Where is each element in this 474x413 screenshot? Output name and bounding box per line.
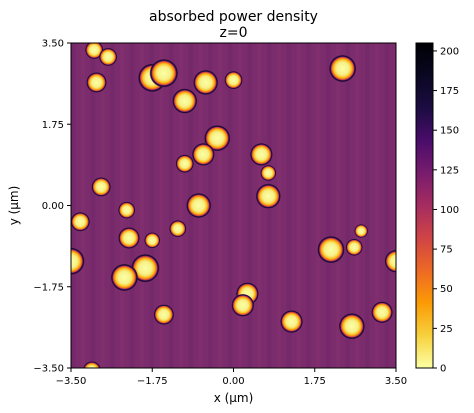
colorbar-ticks: 0 25 50 75 100 125 150 175 200 xyxy=(433,46,459,375)
stripe xyxy=(345,43,350,368)
particle xyxy=(354,224,369,239)
stripe xyxy=(296,43,301,368)
heatmap-plot-area xyxy=(71,43,396,368)
colorbar xyxy=(415,42,434,369)
colorbar-tick-label: 0 xyxy=(440,364,446,375)
x-tick-label: 0.00 xyxy=(222,376,244,387)
y-tick-label: 3.50 xyxy=(42,39,64,50)
colorbar-tick-label: 50 xyxy=(440,284,453,295)
particle xyxy=(153,304,175,326)
stripe xyxy=(100,43,105,368)
y-tick-label: 0.00 xyxy=(42,201,64,212)
stripe xyxy=(159,43,164,368)
particle xyxy=(185,192,212,219)
chart-title-line1: absorbed power density xyxy=(149,9,318,25)
particle xyxy=(338,312,366,340)
stripe xyxy=(335,43,341,368)
stripe xyxy=(178,43,184,368)
particle xyxy=(71,211,91,232)
particle xyxy=(384,249,396,273)
particle xyxy=(149,58,179,88)
stripe xyxy=(276,43,282,368)
stripe xyxy=(90,43,96,368)
particle xyxy=(169,220,187,238)
stripe xyxy=(80,43,86,368)
stripe xyxy=(286,43,292,368)
stripe xyxy=(384,43,390,368)
x-tick-label: −1.75 xyxy=(137,376,168,387)
stripe xyxy=(227,43,233,368)
stripe xyxy=(71,43,76,368)
stripe xyxy=(110,43,115,368)
colorbar-tick-label: 75 xyxy=(440,245,453,256)
particle xyxy=(86,72,107,93)
y-tick-label: −3.50 xyxy=(33,364,64,375)
y-axis-ticks: 3.50 1.75 0.00 −1.75 −3.50 xyxy=(33,39,71,375)
stripe xyxy=(355,43,360,368)
particle xyxy=(317,235,345,264)
stripe xyxy=(374,43,380,368)
particle xyxy=(84,43,104,60)
stripe xyxy=(394,43,396,368)
particle xyxy=(71,247,85,276)
stripe xyxy=(169,43,174,368)
particle xyxy=(118,201,136,219)
particle xyxy=(175,154,195,173)
colorbar-tick-label: 125 xyxy=(440,165,459,176)
particle xyxy=(224,70,243,90)
y-axis-label: y (µm) xyxy=(7,186,21,226)
stripe xyxy=(139,43,145,368)
stripe xyxy=(306,43,311,368)
x-axis-label: x (µm) xyxy=(214,391,254,405)
particle xyxy=(249,142,273,167)
particle xyxy=(110,263,139,292)
particle xyxy=(260,164,277,182)
particle xyxy=(345,238,363,256)
particle xyxy=(82,361,101,368)
stripe xyxy=(247,43,252,368)
stripe xyxy=(316,43,321,368)
particle xyxy=(231,293,255,317)
stripe xyxy=(218,43,223,368)
colorbar-tick-label: 200 xyxy=(440,46,459,57)
x-tick-label: −3.50 xyxy=(56,376,87,387)
y-tick-label: 1.75 xyxy=(42,120,64,131)
x-tick-label: 1.75 xyxy=(304,376,326,387)
particle xyxy=(279,309,304,334)
particle xyxy=(118,226,141,250)
particle xyxy=(191,142,215,167)
x-tick-label: 3.50 xyxy=(385,376,407,387)
stripe xyxy=(325,43,331,368)
particle xyxy=(255,183,282,209)
x-axis-ticks: −3.50 −1.75 0.00 1.75 3.50 xyxy=(56,368,407,387)
stripe xyxy=(257,43,262,368)
chart-title-line2: z=0 xyxy=(220,25,248,41)
particles xyxy=(71,43,396,368)
stripe xyxy=(237,43,243,368)
particle xyxy=(203,124,231,152)
particle xyxy=(371,301,394,324)
particle xyxy=(171,88,198,114)
stripe xyxy=(365,43,370,368)
particle xyxy=(91,177,112,197)
colorbar-tick-label: 150 xyxy=(440,126,459,137)
stripe xyxy=(149,43,154,368)
colorbar-tick-label: 175 xyxy=(440,86,459,97)
particle xyxy=(144,232,161,249)
colorbar-tick-label: 25 xyxy=(440,324,453,335)
colorbar-tick-label: 100 xyxy=(440,205,459,216)
particle xyxy=(98,47,118,67)
particle xyxy=(192,69,219,96)
y-tick-label: −1.75 xyxy=(33,282,64,293)
particle xyxy=(328,54,357,83)
